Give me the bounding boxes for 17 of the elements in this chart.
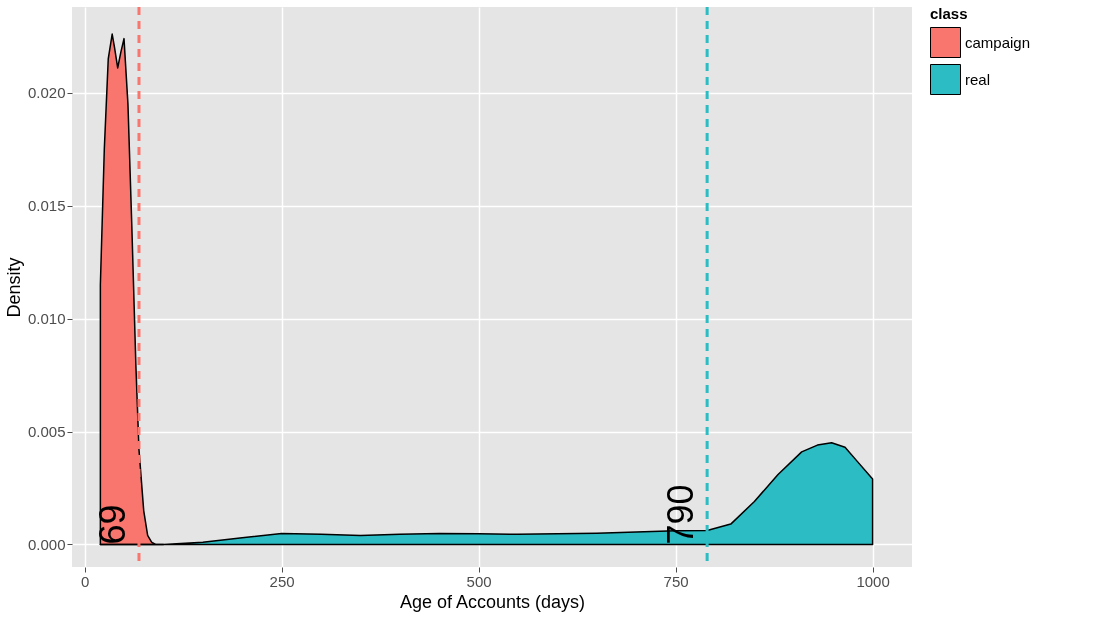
x-axis-title: Age of Accounts (days) [399, 591, 586, 612]
ref-line-label: 69 [91, 504, 133, 545]
ref-line-label: 790 [660, 484, 702, 545]
y-tick-label: 0.005 [27, 423, 66, 441]
y-tick-label: 0.000 [27, 535, 66, 553]
legend-label: campaign [965, 33, 1031, 51]
legend-label: real [965, 70, 991, 88]
y-axis-title: Density [3, 257, 24, 318]
y-tick-label: 0.010 [27, 310, 66, 328]
y-tick-label: 0.015 [27, 197, 66, 215]
x-tick-label: 500 [466, 572, 492, 590]
legend-title: class [930, 5, 968, 22]
x-tick-label: 1000 [856, 572, 890, 590]
x-tick-label: 750 [663, 572, 689, 590]
x-tick-label: 250 [269, 572, 295, 590]
y-tick-label: 0.020 [27, 84, 66, 102]
x-tick-label: 0 [80, 572, 90, 590]
